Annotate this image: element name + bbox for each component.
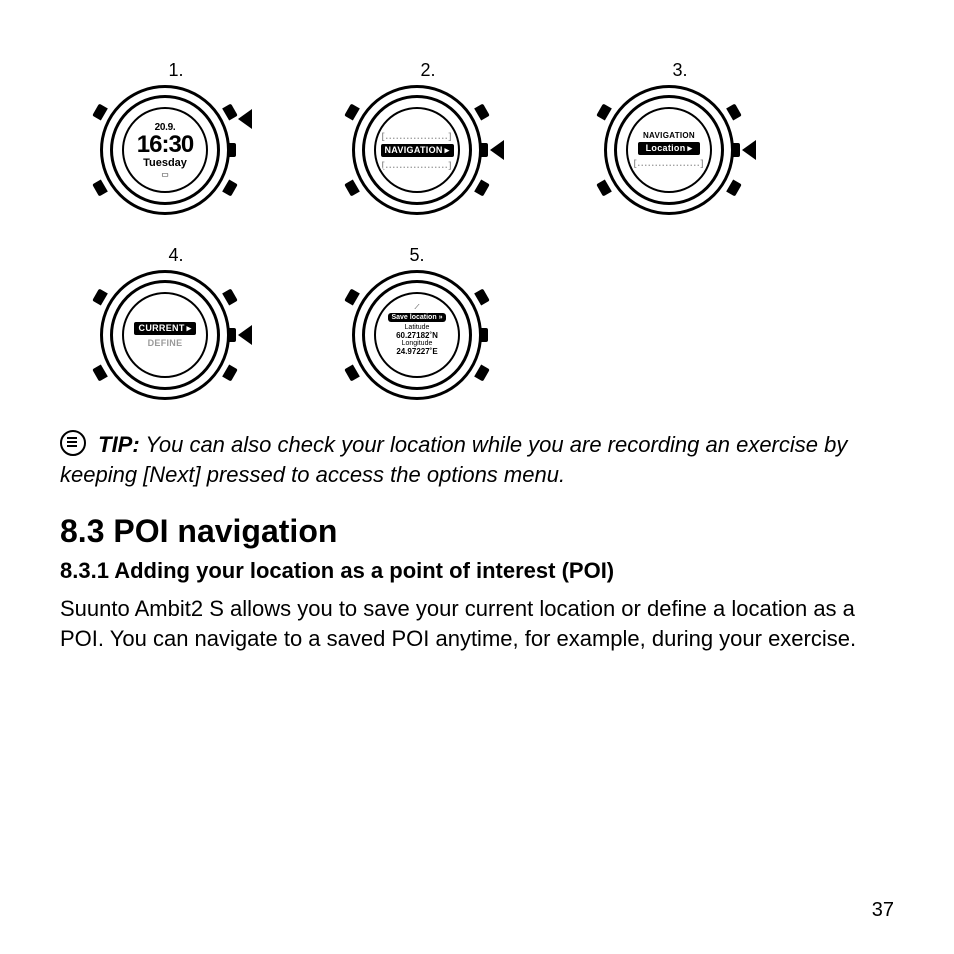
menu-selected-navigation: NAVIGATION▸ — [381, 144, 454, 157]
tip-icon — [60, 430, 86, 456]
watch-step-1: 1. 20.9. 16:30 Tuesday ▭ — [100, 60, 252, 215]
body-paragraph: Suunto Ambit2 S allows you to save your … — [60, 594, 894, 653]
watch-row-1: 1. 20.9. 16:30 Tuesday ▭ — [100, 60, 894, 215]
watch-diagram: 1. 20.9. 16:30 Tuesday ▭ — [100, 60, 894, 400]
watch-step-5: 5. ⟋ Save location» Latitude 60.27182˚N — [352, 245, 482, 400]
watch-face: NAVIGATION Location▸ [..................… — [604, 85, 734, 215]
longitude-block: Longitude 24.97227˚E — [396, 340, 437, 356]
menu-dim-define: DEFINE — [134, 337, 196, 349]
step-number: 3. — [672, 60, 687, 81]
watch-step-2: 2. [..................] NAVIGATION▸ [...… — [352, 60, 504, 215]
watch-step-3: 3. NAVIGATION Location▸ [...............… — [604, 60, 756, 215]
save-location-button: Save location» — [388, 313, 445, 322]
step-number: 2. — [420, 60, 435, 81]
press-arrow-icon — [490, 140, 504, 160]
signal-icon: ⟋ — [415, 304, 420, 312]
watch-face: ⟋ Save location» Latitude 60.27182˚N Lon… — [352, 270, 482, 400]
battery-icon: ▭ — [161, 170, 169, 179]
tip-paragraph: TIP: You can also check your location wh… — [60, 430, 894, 489]
step-number: 5. — [409, 245, 424, 266]
latitude-block: Latitude 60.27182˚N — [396, 324, 438, 340]
watch-face: CURRENT▸ DEFINE — [100, 270, 230, 400]
watch-step-4: 4. CURRENT▸ DEFINE — [100, 245, 252, 400]
press-arrow-icon — [238, 325, 252, 345]
press-arrow-icon — [238, 109, 252, 129]
menu-placeholder: [..................] — [378, 159, 456, 171]
step-number: 1. — [168, 60, 183, 81]
menu-placeholder: [..................] — [378, 130, 456, 142]
tip-text: You can also check your location while y… — [60, 432, 847, 487]
step-number: 4. — [168, 245, 183, 266]
press-arrow-icon — [742, 140, 756, 160]
section-heading: 8.3 POI navigation — [60, 513, 894, 550]
watch-time: 16:30 — [137, 133, 193, 157]
watch-day: Tuesday — [143, 157, 187, 169]
page-number: 37 — [872, 899, 894, 922]
menu-header: NAVIGATION — [643, 131, 695, 140]
watch-face: 20.9. 16:30 Tuesday ▭ — [100, 85, 230, 215]
menu-selected-location: Location▸ — [638, 142, 700, 155]
watch-row-2: 4. CURRENT▸ DEFINE 5. — [100, 245, 894, 400]
watch-face: [..................] NAVIGATION▸ [......… — [352, 85, 482, 215]
menu-selected-current: CURRENT▸ — [134, 322, 196, 335]
menu-placeholder: [..................] — [630, 157, 708, 169]
subsection-heading: 8.3.1 Adding your location as a point of… — [60, 558, 894, 584]
tip-label: TIP: — [98, 432, 140, 457]
